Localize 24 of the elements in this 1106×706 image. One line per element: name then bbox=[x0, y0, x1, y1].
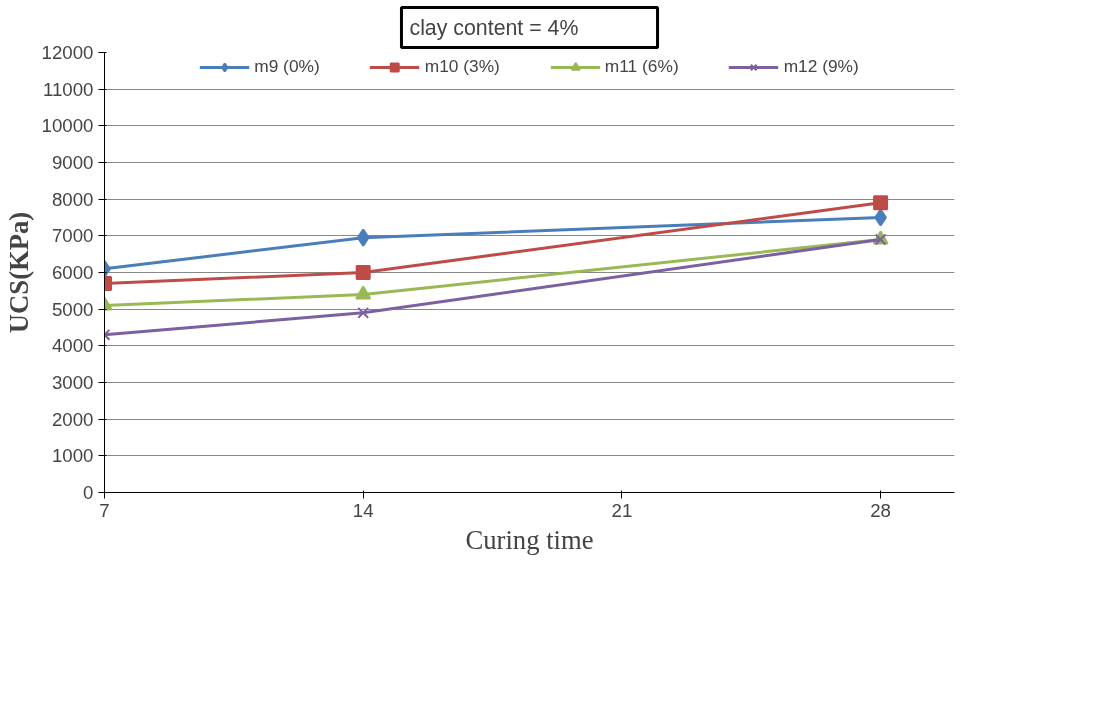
legend-label: m11 (6%) bbox=[604, 56, 679, 77]
y-tick-label: 10000 bbox=[41, 115, 94, 137]
y-tick-label: 9000 bbox=[52, 152, 94, 173]
y-tick-label: 11000 bbox=[43, 78, 94, 100]
y-tick-label: 4000 bbox=[52, 335, 94, 357]
y-tick-label: 3000 bbox=[52, 372, 94, 393]
y-tick-label: 6000 bbox=[52, 262, 94, 283]
y-tick-label: 8000 bbox=[52, 188, 94, 210]
y-tick-label: 1000 bbox=[52, 445, 94, 467]
y-tick-label: 5000 bbox=[52, 298, 94, 320]
x-axis-title: Curing time bbox=[465, 524, 594, 555]
legend-label: m12 (9%) bbox=[783, 56, 859, 77]
x-tick-label: 21 bbox=[611, 499, 633, 521]
y-axis-title: UCS(KPa) bbox=[3, 211, 34, 334]
x-tick-label: 7 bbox=[99, 499, 110, 521]
x-tick-label: 28 bbox=[870, 499, 891, 521]
chart-title: clay content = 4% bbox=[409, 15, 579, 40]
y-tick-label: 2000 bbox=[52, 408, 94, 430]
y-tick-label: 7000 bbox=[52, 225, 94, 247]
y-tick-label: 0 bbox=[83, 482, 94, 503]
legend-label: m10 (3%) bbox=[424, 56, 500, 77]
x-tick-label: 14 bbox=[352, 499, 374, 521]
legend-label: m9 (0%) bbox=[254, 56, 320, 77]
y-tick-label: 12000 bbox=[41, 42, 94, 63]
